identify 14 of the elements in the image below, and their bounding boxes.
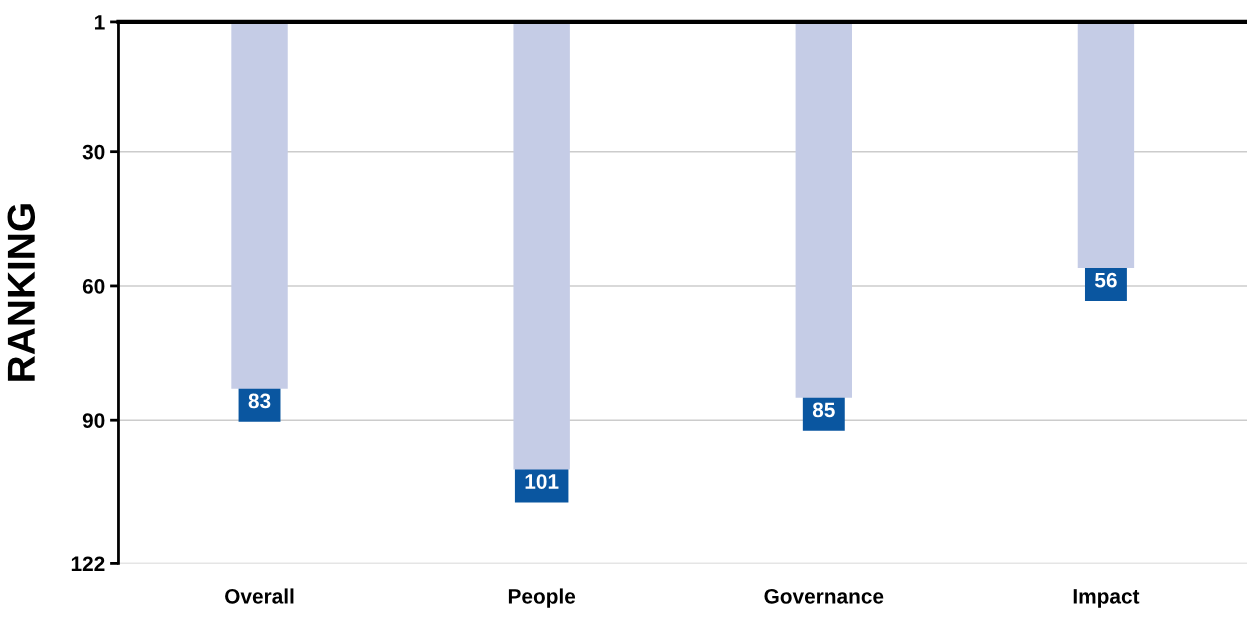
data-label: 101	[525, 474, 559, 489]
y-tick-label: 122	[71, 556, 105, 571]
x-tick-label: Overall	[225, 588, 294, 604]
x-tick-label: People	[508, 588, 576, 608]
y-tick-label: 1	[95, 15, 105, 30]
y-tick-label: 60	[82, 278, 105, 294]
data-label: 56	[1094, 272, 1117, 288]
data-label: 83	[248, 393, 271, 409]
y-tick-label: 90	[82, 413, 105, 428]
y-tick-label: 30	[82, 144, 105, 160]
y-axis-title: RANKING	[7, 204, 36, 381]
x-tick-label: Governance	[764, 588, 884, 604]
data-label: 85	[812, 402, 835, 418]
x-tick-label: Impact	[1073, 589, 1140, 608]
